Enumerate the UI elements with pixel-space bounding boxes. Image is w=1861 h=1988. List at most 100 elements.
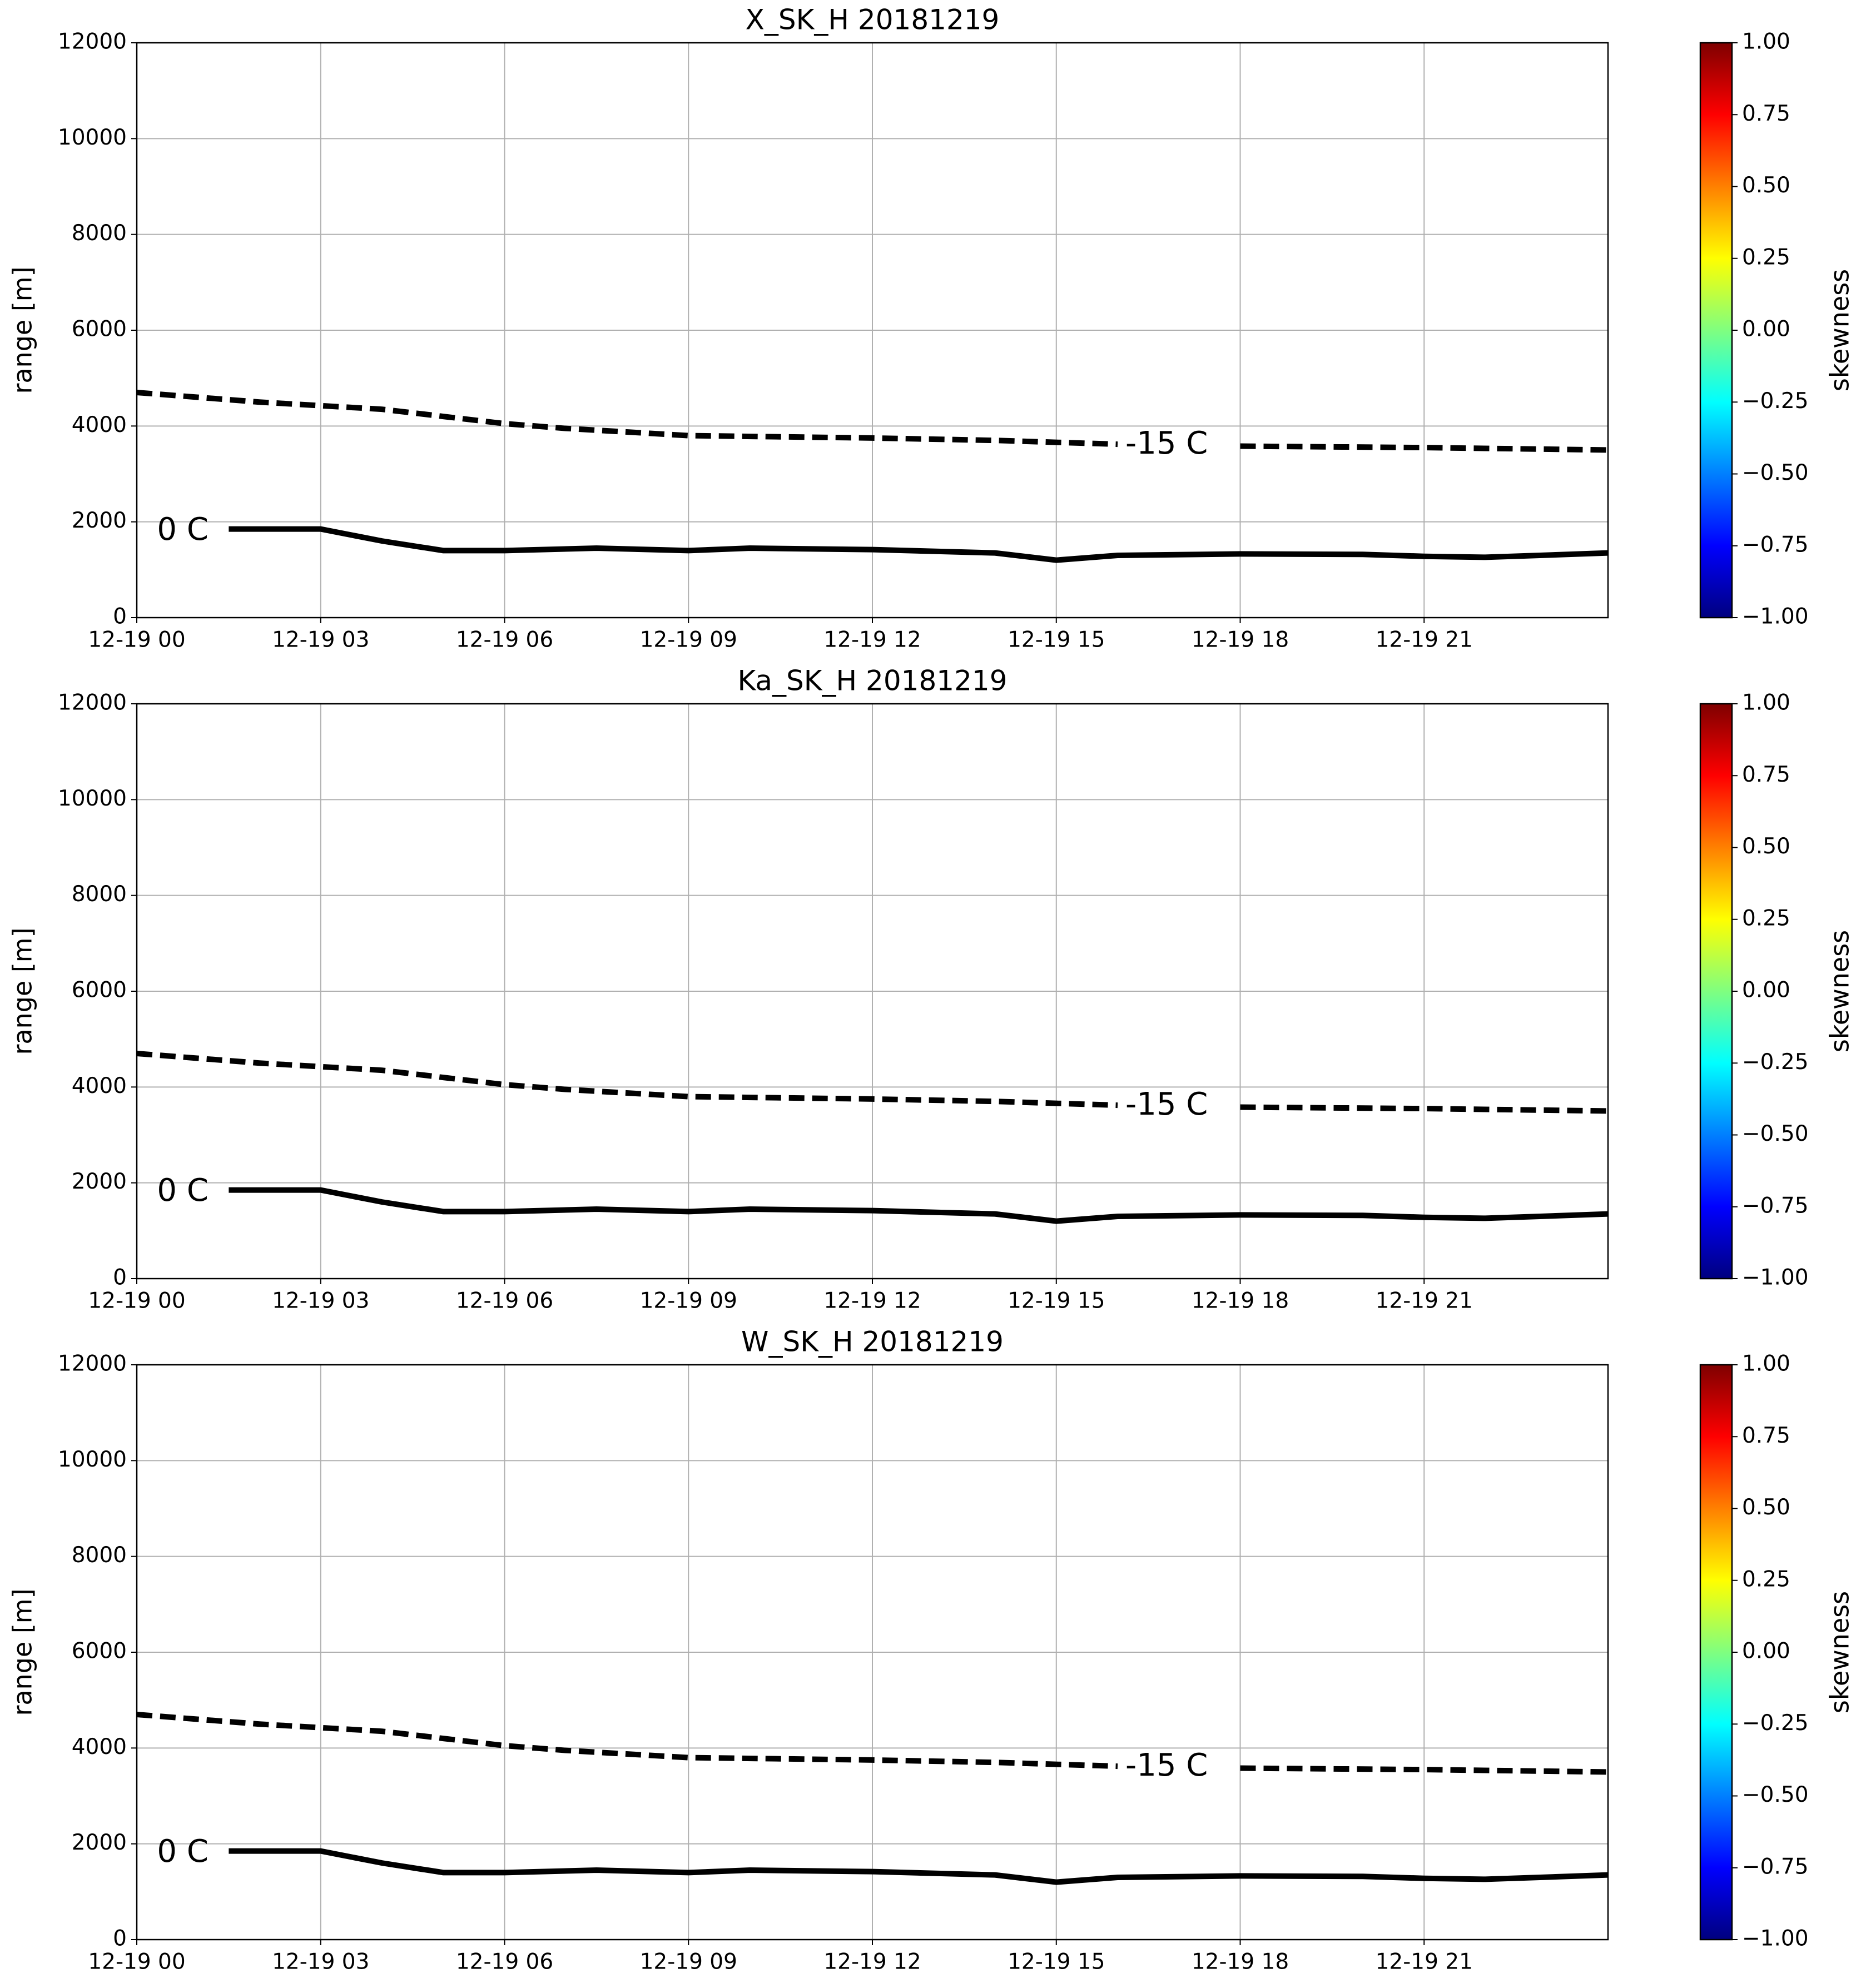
x-tick-label: 12-19 03	[272, 1950, 369, 1975]
colorbar-tick-label: 0.25	[1742, 906, 1790, 931]
isotherm-line	[1240, 1104, 1609, 1114]
colorbar-tick-label: 0.25	[1742, 245, 1790, 270]
y-tick-label: 2000	[72, 1830, 127, 1855]
y-tick-label: 10000	[58, 125, 127, 150]
x-tick-label: 12-19 03	[272, 628, 369, 653]
x-tick-label: 12-19 21	[1376, 1289, 1473, 1314]
colorbar-label: skewness	[1825, 930, 1855, 1052]
colorbar-tick-label: −0.75	[1742, 1854, 1809, 1879]
colorbar-tick-label: 0.00	[1742, 978, 1790, 1003]
colorbar-tick-label: −1.00	[1742, 604, 1809, 629]
colorbar-tick-label: −0.25	[1742, 389, 1809, 414]
y-tick-label: 8000	[72, 882, 127, 907]
y-tick-label: 4000	[72, 1734, 127, 1760]
colorbar-tick-label: −0.50	[1742, 460, 1809, 485]
x-tick-label: 12-19 03	[272, 1289, 369, 1314]
isotherm-line	[136, 1712, 1118, 1770]
axes-frame	[136, 703, 1609, 1280]
y-tick-label: 2000	[72, 1169, 127, 1194]
y-tick-label: 12000	[58, 690, 127, 715]
isotherm-line	[229, 1187, 1609, 1224]
x-tick-label: 12-19 12	[823, 1950, 921, 1975]
x-tick-label: 12-19 12	[823, 628, 921, 653]
y-axis-label: range [m]	[8, 266, 38, 394]
panel: 0 2000 4000 6000 8000 10000 12000 12-19 00 12-19…	[8, 665, 1855, 1314]
colorbar-tick-label: 0.50	[1742, 1495, 1790, 1520]
colorbar	[1699, 1364, 1733, 1941]
colorbar-tick-label: 0.00	[1742, 317, 1790, 342]
y-tick-label: 8000	[72, 221, 127, 246]
x-tick-label: 12-19 09	[640, 1289, 737, 1314]
x-tick-label: 12-19 00	[88, 1289, 185, 1314]
y-axis-label: range [m]	[8, 927, 38, 1055]
colorbar-tick-label: 1.00	[1742, 1351, 1790, 1376]
chart-title: Ka_SK_H 20181219	[737, 665, 1007, 697]
colorbar-tick-label: −0.50	[1742, 1121, 1809, 1146]
annotation: 0 C	[157, 1833, 209, 1870]
isotherm-line	[1240, 1765, 1609, 1775]
colorbar-label: skewness	[1825, 269, 1855, 391]
colorbar-tick-label: −0.25	[1742, 1711, 1809, 1736]
y-tick-label: 12000	[58, 29, 127, 54]
y-tick-label: 0	[113, 1265, 127, 1290]
annotation: 0 C	[157, 511, 209, 548]
x-tick-label: 12-19 12	[823, 1289, 921, 1314]
colorbar-tick-label: 1.00	[1742, 690, 1790, 715]
x-tick-label: 12-19 18	[1192, 628, 1289, 653]
colorbar	[1699, 703, 1733, 1280]
y-tick-label: 10000	[58, 786, 127, 811]
x-tick-label: 12-19 15	[1008, 1950, 1105, 1975]
x-tick-label: 12-19 15	[1008, 628, 1105, 653]
colorbar-tick-label: −0.75	[1742, 1193, 1809, 1218]
y-tick-label: 4000	[72, 1073, 127, 1099]
colorbar-tick-label: 1.00	[1742, 29, 1790, 54]
y-tick-label: 2000	[72, 508, 127, 533]
y-tick-label: 0	[113, 1926, 127, 1951]
y-tick-label: 8000	[72, 1543, 127, 1568]
isotherm-line	[229, 1848, 1609, 1885]
y-tick-label: 4000	[72, 412, 127, 438]
y-tick-label: 6000	[72, 317, 127, 342]
axes-frame	[136, 42, 1609, 619]
axes-frame	[136, 1364, 1609, 1941]
x-tick-label: 12-19 00	[88, 628, 185, 653]
x-tick-label: 12-19 06	[456, 1289, 553, 1314]
chart-title: X_SK_H 20181219	[746, 4, 1000, 36]
y-tick-label: 12000	[58, 1351, 127, 1376]
colorbar-tick-label: −1.00	[1742, 1265, 1809, 1290]
colorbar-tick-label: −0.50	[1742, 1782, 1809, 1807]
colorbar-tick-label: 0.25	[1742, 1567, 1790, 1592]
isotherm-line	[136, 1051, 1118, 1109]
colorbar-tick-label: 0.50	[1742, 173, 1790, 198]
y-tick-label: 10000	[58, 1447, 127, 1472]
chart-title: W_SK_H 20181219	[741, 1326, 1004, 1358]
y-tick-label: 6000	[72, 978, 127, 1003]
colorbar-tick-label: −0.75	[1742, 532, 1809, 557]
annotation: -15 C	[1125, 1747, 1208, 1783]
colorbar-tick-label: 0.75	[1742, 762, 1790, 787]
panel: 0 2000 4000 6000 8000 10000 12000 12-19 00 12-19…	[8, 4, 1855, 653]
y-tick-label: 0	[113, 604, 127, 629]
annotation: -15 C	[1125, 1086, 1208, 1122]
colorbar-label: skewness	[1825, 1591, 1855, 1713]
y-tick-label: 6000	[72, 1639, 127, 1664]
isotherm-line	[229, 526, 1609, 563]
annotation: -15 C	[1125, 425, 1208, 461]
x-tick-label: 12-19 09	[640, 1950, 737, 1975]
x-tick-label: 12-19 15	[1008, 1289, 1105, 1314]
colorbar-tick-label: 0.50	[1742, 834, 1790, 859]
panel: 0 2000 4000 6000 8000 10000 12000 12-19 00 12-19…	[8, 1326, 1855, 1975]
x-tick-label: 12-19 09	[640, 628, 737, 653]
colorbar	[1699, 42, 1733, 619]
x-tick-label: 12-19 21	[1376, 628, 1473, 653]
colorbar-tick-label: 0.00	[1742, 1639, 1790, 1664]
colorbar-tick-label: 0.75	[1742, 101, 1790, 126]
x-tick-label: 12-19 06	[456, 1950, 553, 1975]
isotherm-line	[1240, 443, 1609, 453]
x-tick-label: 12-19 21	[1376, 1950, 1473, 1975]
colorbar-tick-label: 0.75	[1742, 1423, 1790, 1448]
y-axis-label: range [m]	[8, 1588, 38, 1716]
x-tick-label: 12-19 18	[1192, 1289, 1289, 1314]
isotherm-line	[136, 390, 1118, 448]
